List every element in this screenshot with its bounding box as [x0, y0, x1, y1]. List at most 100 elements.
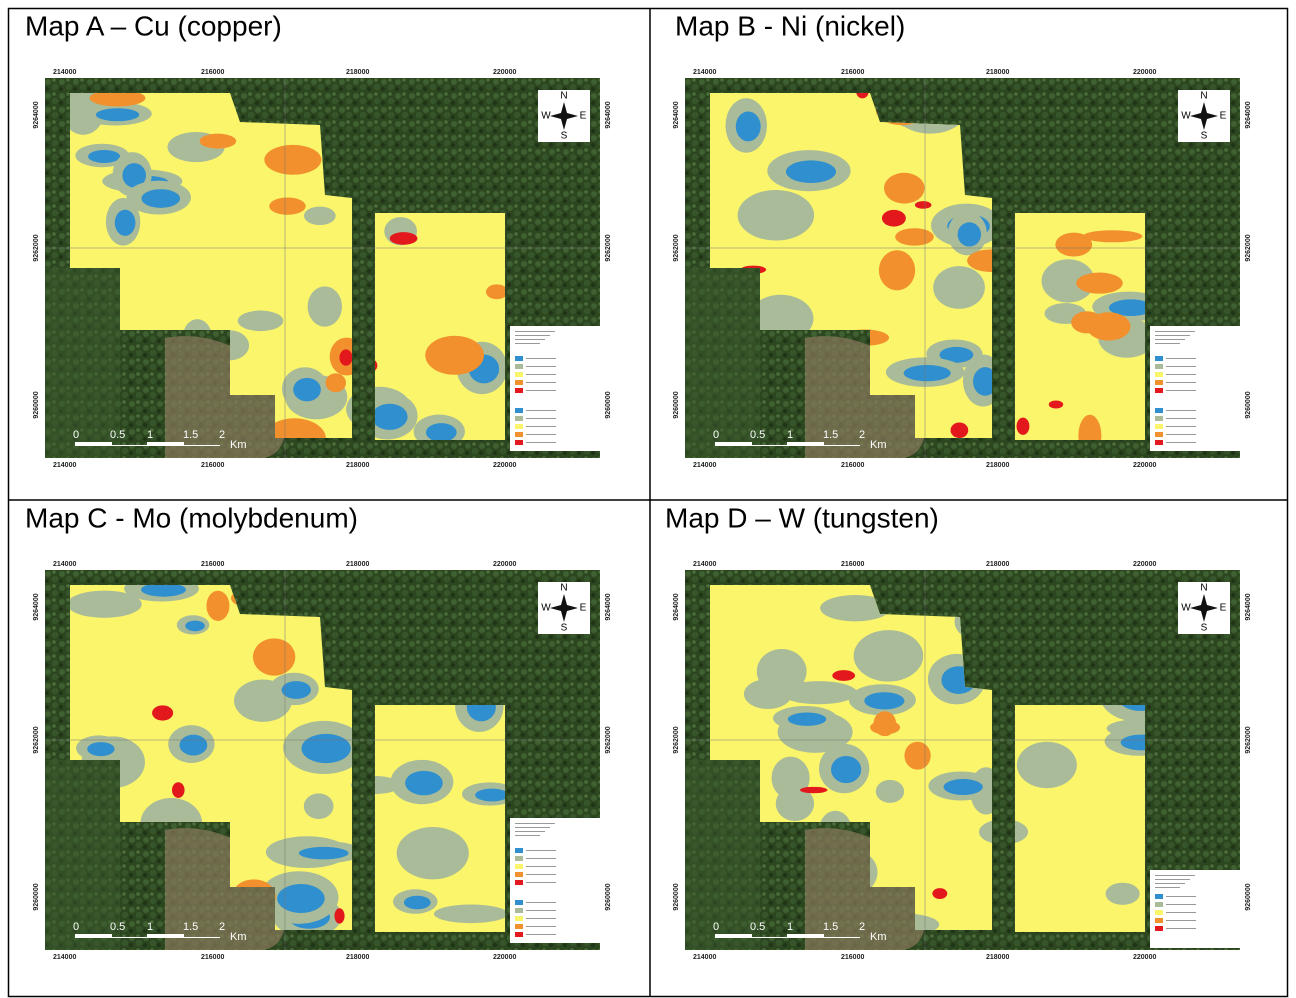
zone	[152, 705, 173, 720]
scale-bar	[75, 937, 220, 938]
x-coord-label: 214000	[53, 462, 76, 469]
y-coord-label: 9260000	[1245, 883, 1252, 910]
legend-text	[526, 410, 556, 411]
x-coord-label: 220000	[1133, 954, 1156, 961]
compass-letter: S	[1201, 623, 1208, 634]
zone	[904, 365, 951, 381]
zone	[744, 679, 792, 709]
y-coord-label: 9264000	[33, 593, 40, 620]
legend-swatch	[515, 408, 523, 413]
scale-bar	[787, 934, 824, 937]
legend-swatch	[1155, 910, 1163, 915]
x-coord-label: 214000	[693, 462, 716, 469]
legend-swatch	[515, 848, 523, 853]
compass-letter: W	[1181, 111, 1191, 122]
y-coord-label: 9264000	[1245, 101, 1252, 128]
compass-letter: S	[561, 623, 568, 634]
scale-bar	[787, 442, 824, 445]
x-coord-label: 214000	[53, 954, 76, 961]
zone	[339, 349, 352, 365]
scale-label: 2	[219, 429, 225, 441]
x-coord-label: 220000	[493, 69, 516, 76]
scale-label: 2	[219, 921, 225, 933]
zone	[895, 228, 934, 245]
legend-text	[1166, 904, 1196, 905]
legend-text	[1166, 426, 1196, 427]
legend-swatch	[1155, 372, 1163, 377]
x-coord-label: 216000	[201, 954, 224, 961]
y-coord-label: 9264000	[605, 101, 612, 128]
zone	[293, 378, 321, 402]
compass-letter: N	[560, 91, 567, 102]
zone	[772, 757, 810, 800]
legend-text	[515, 827, 550, 828]
zone	[882, 210, 906, 227]
legend-text	[526, 366, 556, 367]
compass-letter: N	[1200, 583, 1207, 594]
legend-text	[526, 382, 556, 383]
zone	[277, 884, 324, 913]
scale-label: 0	[73, 921, 79, 933]
map: NWES00.511.52Km	[685, 78, 1240, 458]
legend-swatch	[515, 364, 523, 369]
legend-text	[526, 358, 556, 359]
zone	[96, 108, 139, 121]
zone	[831, 756, 861, 783]
y-coord-label: 9262000	[605, 726, 612, 753]
legend-text	[526, 926, 556, 927]
y-coord-label: 9264000	[673, 593, 680, 620]
y-coord-label: 9260000	[673, 883, 680, 910]
y-coord-label: 9262000	[33, 234, 40, 261]
zone	[326, 373, 346, 392]
legend-text	[1166, 418, 1196, 419]
legend-text	[515, 831, 545, 832]
legend-text	[526, 390, 556, 391]
y-coord-label: 9262000	[605, 234, 612, 261]
zone	[172, 782, 185, 798]
y-coord-label: 9262000	[673, 726, 680, 753]
zone	[200, 134, 237, 149]
legend-text	[1166, 442, 1196, 443]
zone	[915, 201, 932, 209]
legend-swatch	[515, 380, 523, 385]
scale-label: 0.5	[110, 429, 125, 441]
map: NWES00.511.52Km	[685, 561, 1240, 950]
legend-swatch	[1155, 380, 1163, 385]
y-coord-label: 9260000	[673, 391, 680, 418]
legend-swatch	[515, 872, 523, 877]
legend-swatch	[515, 372, 523, 377]
legend-text	[515, 823, 555, 824]
legend-text	[1166, 410, 1196, 411]
clearing	[685, 268, 760, 458]
scale-bar	[715, 442, 752, 445]
legend-text	[1166, 434, 1196, 435]
zone	[788, 712, 826, 725]
legend-text	[1155, 335, 1190, 336]
legend-text	[1166, 382, 1196, 383]
scale-label: Km	[230, 439, 247, 451]
compass-letter: E	[1220, 111, 1227, 122]
legend-text	[1166, 896, 1196, 897]
legend-swatch	[515, 932, 523, 937]
legend-text	[1155, 879, 1190, 880]
x-coord-label: 218000	[346, 462, 369, 469]
zone	[951, 422, 969, 438]
scale-label: 0.5	[750, 429, 765, 441]
zone	[334, 908, 344, 923]
y-coord-label: 9262000	[1245, 726, 1252, 753]
zone	[932, 888, 947, 899]
zone	[876, 780, 904, 803]
zone	[397, 827, 469, 879]
scale-bar	[715, 934, 752, 937]
legend-box	[510, 326, 600, 451]
zone	[390, 232, 418, 245]
x-coord-label: 214000	[693, 954, 716, 961]
compass-letter: E	[580, 111, 587, 122]
zone	[372, 404, 408, 430]
legend-box	[1150, 870, 1240, 948]
zone	[1017, 418, 1030, 435]
zone	[264, 145, 321, 175]
legend-text	[1166, 374, 1196, 375]
legend-text	[515, 343, 540, 344]
y-coord-label: 9262000	[673, 234, 680, 261]
